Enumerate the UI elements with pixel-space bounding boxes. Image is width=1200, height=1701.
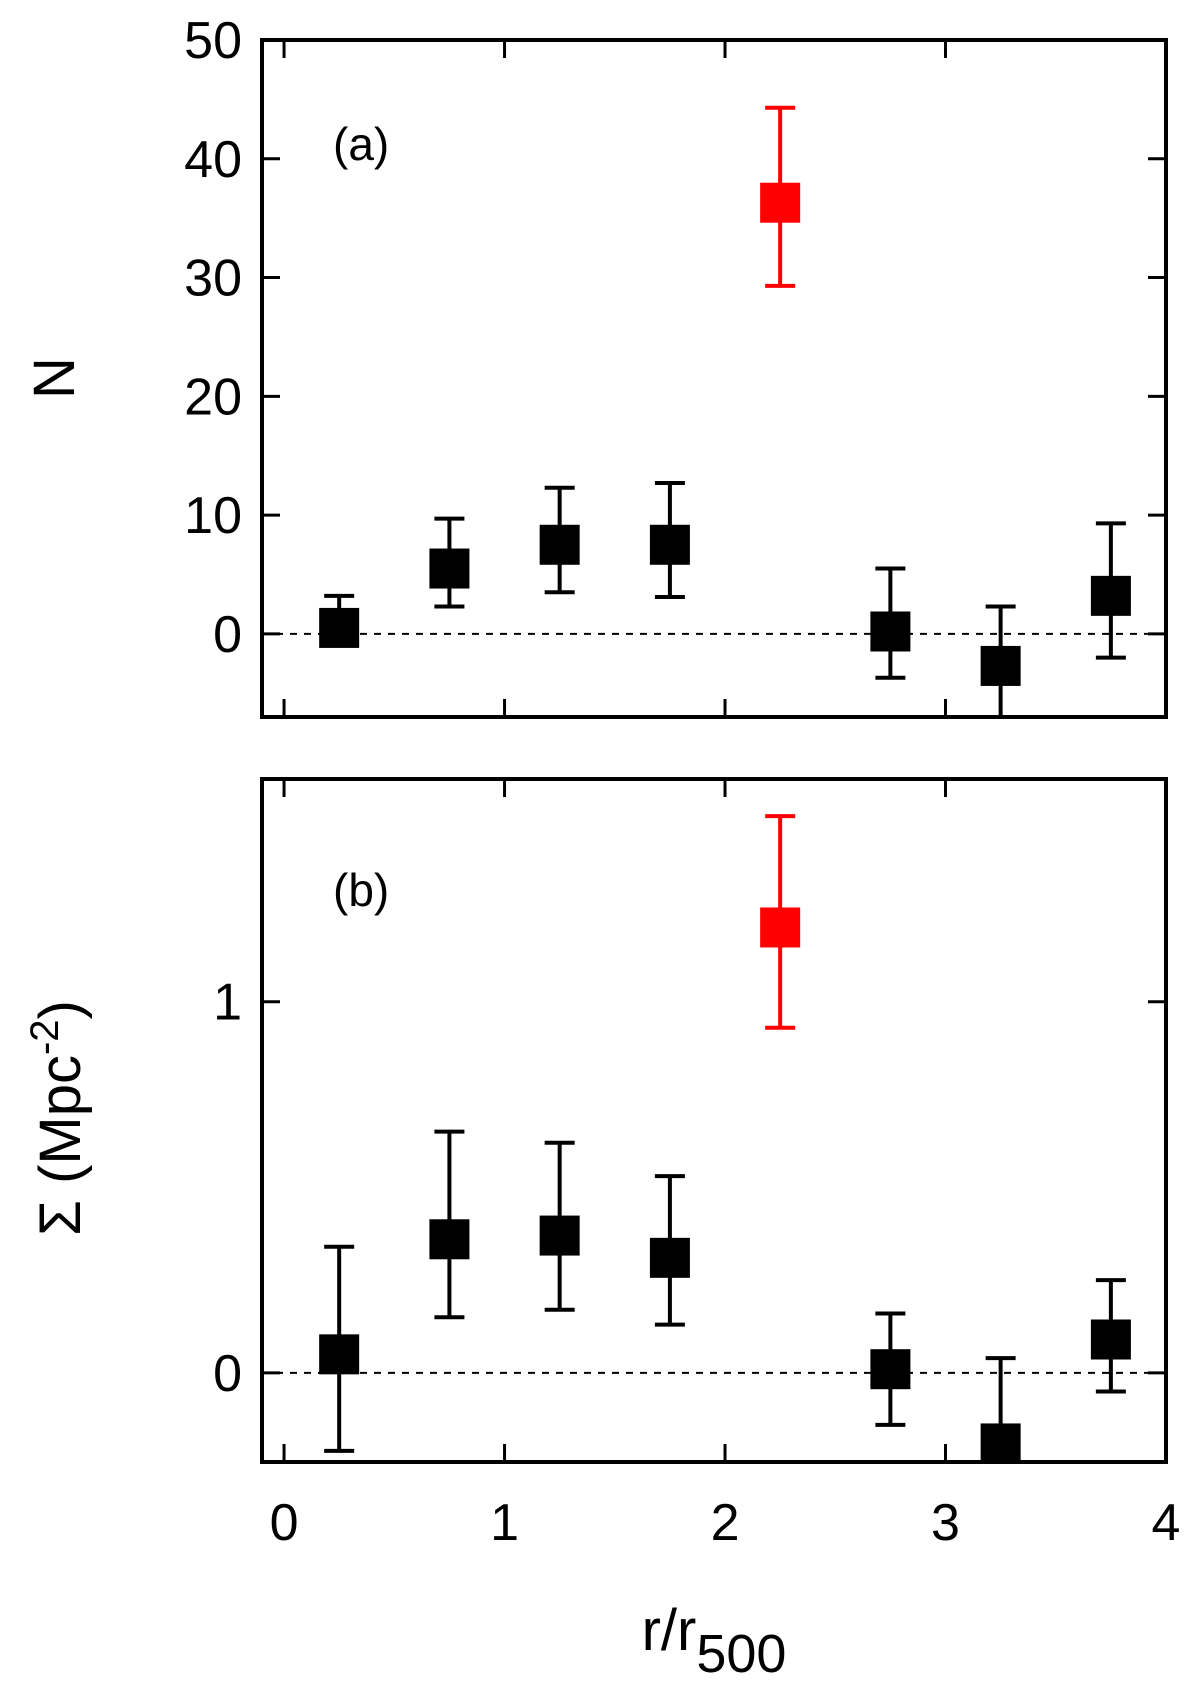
x-axis-label-sub: 500 [696,1624,786,1684]
x-axis-label-main: r/r [642,1598,697,1663]
panel-b-ytick-label: 1 [213,974,242,1032]
panel-b-point-red [760,907,801,948]
panel-b-data [319,814,1131,1462]
panel-a-ytick-label: 20 [184,368,242,426]
panel-b-ylabel-close: ) [28,1000,93,1019]
panel-a-ytick-label: 30 [184,250,242,308]
panel-a-ytick-label: 0 [213,606,242,664]
panel-b-ylabel: Σ (Mpc-2) [23,1000,93,1236]
panel-a-point-red [760,182,801,223]
panel-a-data [319,105,1131,717]
panel-b-xtick-label: 1 [490,1494,519,1552]
panel-a-label: (a) [333,118,389,170]
panel-b-point-black [319,1334,360,1375]
panel-b-ylabel-sup: -2 [23,1019,67,1055]
panel-a-frame [260,38,1168,719]
panel-b-ylabel-text: Σ (Mpc [28,1055,93,1236]
panel-a-ytick-label: 40 [184,131,242,189]
panel-b-point-black [980,1423,1021,1462]
panel-a-point-black [429,548,470,589]
panel-a-point-black [649,524,690,565]
panel-b-point-black [429,1219,470,1260]
panel-a-point-black [539,524,580,565]
panel-a-point-black [319,607,360,648]
panel-a-point-black [870,611,911,652]
panel-b-xtick-label: 2 [711,1494,740,1552]
panel-b-point-black [1090,1319,1131,1360]
panel-b-point-black [539,1215,580,1256]
panel-b-point-black [870,1349,911,1390]
panel-a-ytick-label: 50 [184,12,242,70]
panel-b-xtick-label: 3 [931,1494,960,1552]
panel-a-ylabel: N [22,357,87,399]
panel-a: (a) N 0 10 20 30 40 50 [22,12,1168,719]
panel-b: (b) Σ (Mpc-2) 0 1 2 3 4 0 1 [23,777,1181,1552]
panel-b-ytick-label: 0 [213,1345,242,1403]
panel-b-xtick-label: 0 [270,1494,299,1552]
panel-b-xtick-label: 4 [1152,1494,1181,1552]
panel-b-label: (b) [333,864,389,916]
panel-a-ytick-label: 10 [184,487,242,545]
panel-a-point-black [1090,575,1131,616]
panel-b-point-black [649,1237,690,1278]
x-axis-label: r/r500 [642,1598,787,1684]
panel-b-frame [260,777,1168,1464]
panel-a-point-black [980,645,1021,686]
